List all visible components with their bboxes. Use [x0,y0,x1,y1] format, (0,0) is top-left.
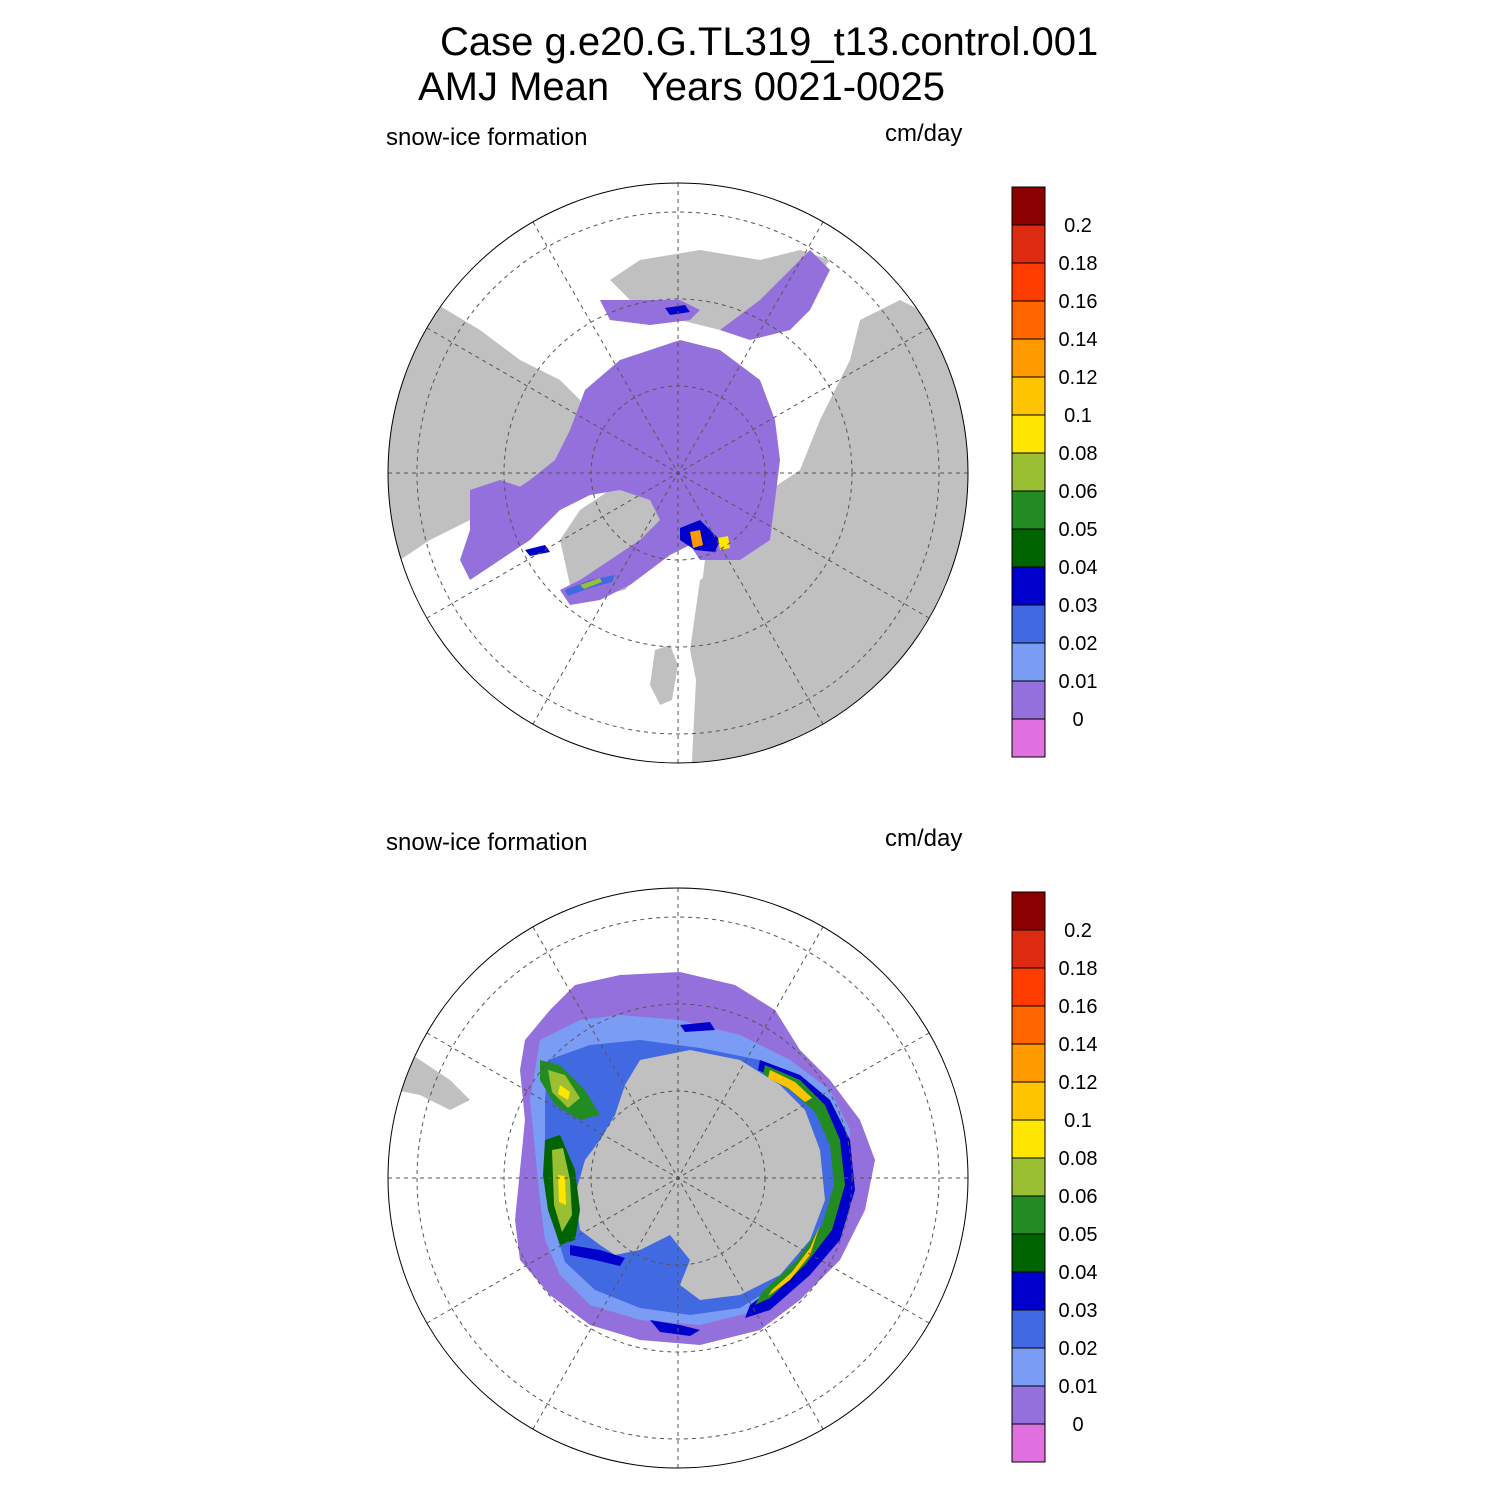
north-colorbar-swatch [1011,376,1046,416]
north-colorbar-label: 0.04 [1059,557,1098,579]
south-colorbar-label: 0.03 [1059,1300,1098,1322]
south-colorbar-swatch [1011,1385,1046,1425]
north-colorbar-label: 0.05 [1059,519,1098,541]
north-panel-units-label: cm/day [885,120,963,147]
north-bering-ice [600,300,700,325]
north-colorbar-swatch [1011,414,1046,454]
south-map-border [387,887,969,1469]
south-hotspot-ross-sea [650,1320,700,1336]
north-british-isles-land [650,645,678,705]
south-colorbar-swatch [1011,1005,1046,1045]
north-colorbar-label: 0.12 [1059,367,1098,389]
north-colorbar-swatch [1011,338,1046,378]
north-colorbar-swatch [1011,642,1046,682]
north-colorbar-label: 0.1 [1064,405,1092,427]
north-colorbar-swatch [1011,490,1046,530]
south-colorbar-label: 0.04 [1059,1262,1098,1284]
south-colorbar-swatch [1011,1081,1046,1121]
south-colorbar-swatch [1011,1423,1046,1463]
north-hotspot-bering [665,305,690,315]
north-scandinavia-land [690,560,770,700]
south-colorbar-swatch [1011,891,1046,931]
south-colorbar-label: 0.2 [1064,920,1092,942]
south-colorbar-label: 0.08 [1059,1148,1098,1170]
south-hotspot-bellingshausen-yellow [558,1175,566,1205]
south-colorbar-label: 0 [1072,1414,1083,1436]
north-panel-left-label: snow-ice formation [386,124,588,151]
north-colorbar-swatch [1011,528,1046,568]
figure-title-line2: AMJ Mean Years 0021-0025 [418,65,946,109]
south-colorbar-swatch [1011,967,1046,1007]
south-polar-map [387,887,969,1469]
south-hotspot-indian [680,1022,715,1032]
north-colorbar-label: 0.08 [1059,443,1098,465]
south-hotspot-weddell-yellow [558,1085,570,1100]
north-colorbar-label: 0.03 [1059,595,1098,617]
north-hotspot-svalbard-yellow [718,536,730,550]
north-hotspot-hudson-edge [525,545,550,556]
north-colorbar-swatch [1011,452,1046,492]
south-colorbar-swatch [1011,1233,1046,1273]
south-hotspot-ross-coast [570,1245,625,1266]
south-colorbar-label: 0.02 [1059,1338,1098,1360]
south-panel-left-label: snow-ice formation [386,829,588,856]
figure-title-line1: Case g.e20.G.TL319_t13.control.001 [440,20,1099,64]
south-colorbar-label: 0.06 [1059,1186,1098,1208]
north-hudson-bay-ice [470,480,540,545]
north-colorbar-swatch [1011,604,1046,644]
north-colorbar-label: 0.02 [1059,633,1098,655]
south-colorbar-swatch [1011,1195,1046,1235]
north-colorbar-swatch [1011,262,1046,302]
south-colorbar-label: 0.14 [1059,1034,1098,1056]
south-colorbar-label: 0.16 [1059,996,1098,1018]
south-colorbar-label: 0.05 [1059,1224,1098,1246]
north-hotspot-greenland-yellow [580,578,602,589]
north-colorbar-label: 0 [1072,709,1083,731]
north-graticule [388,183,968,763]
north-colorbar-swatch [1011,718,1046,758]
north-colorbar-label: 0.16 [1059,291,1098,313]
north-colorbar-swatch [1011,566,1046,606]
north-colorbar-label: 0.2 [1064,215,1092,237]
north-america-land [388,300,590,560]
south-hotspot-east-coast-yellow [768,1070,812,1102]
south-colorbar-label: 0.12 [1059,1072,1098,1094]
south-colorbar-swatch [1011,1043,1046,1083]
south-colorbar-swatch [1011,929,1046,969]
north-polar-map [387,182,969,764]
north-hotspot-svalbard-orange [690,530,703,548]
south-colorbar-label: 0.1 [1064,1110,1092,1132]
north-colorbar-swatch [1011,224,1046,264]
south-graticule [388,888,968,1468]
south-colorbar-swatch [1011,1271,1046,1311]
south-colorbar-swatch [1011,1309,1046,1349]
south-panel-units-label: cm/day [885,825,963,852]
north-colorbar-label: 0.01 [1059,671,1098,693]
south-antarctica-land [575,1050,825,1300]
south-hotspot-east-coast-blue [745,1060,855,1318]
south-colorbar-swatch [1011,1157,1046,1197]
south-colorbar-label: 0.18 [1059,958,1098,980]
south-hotspot-east-coast-green [755,1065,845,1305]
south-colorbar-swatch [1011,1119,1046,1159]
north-colorbar-label: 0.06 [1059,481,1098,503]
north-colorbar-label: 0.14 [1059,329,1098,351]
south-colorbar-swatch [1011,1347,1046,1387]
south-colorbar-label: 0.01 [1059,1376,1098,1398]
north-colorbar: 0.2 0.18 0.16 0.14 0.12 0.1 0.08 0.06 0.05 0.04 0.… [1011,186,1098,758]
north-colorbar-swatch [1011,680,1046,720]
north-map-border [387,182,969,764]
north-colorbar-swatch [1011,300,1046,340]
north-colorbar-label: 0.18 [1059,253,1098,275]
south-colorbar: 0.2 0.18 0.16 0.14 0.12 0.1 0.08 0.06 0.05 0.04 0.… [1011,891,1098,1463]
north-okhotsk-ice [720,250,830,340]
north-colorbar-swatch [1011,186,1046,226]
